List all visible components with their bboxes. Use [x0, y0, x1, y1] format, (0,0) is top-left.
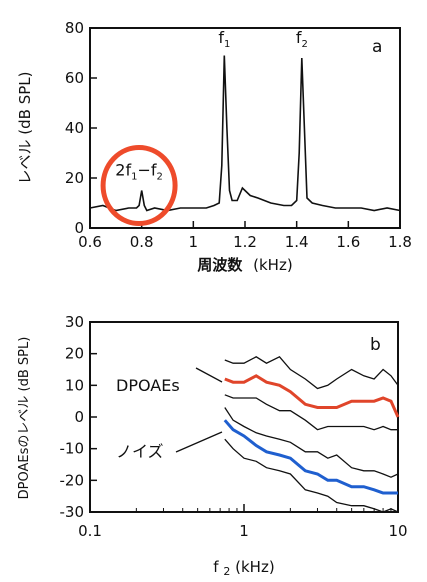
panel-b-y-axis-label: DPOAEsのレベル (dB SPL) — [17, 337, 32, 500]
panel-b-series — [223, 355, 400, 513]
panel-a-annotation-0: f1 — [218, 28, 230, 50]
panel-a: 0.6 0.8 1 1.2 1.4 1.6 1.8 0 20 40 60 80 f1 f2 2f1−f2… — [16, 19, 412, 274]
panel-a-x-tick-label: 0.6 — [78, 233, 102, 251]
panel-b-x-axis-label-main: f — [213, 558, 219, 576]
panel-b-series-line-4 — [224, 407, 399, 478]
panel-b-y-tick-label: 30 — [65, 313, 84, 331]
panel-a-y-ticks: 0 20 40 60 80 — [65, 19, 97, 237]
panel-a-annotations: f1 f2 2f1−f2 — [115, 28, 308, 183]
panel-b-x-ticks: 0.1 1 10 — [78, 504, 408, 540]
panel-a-x-axis-label-main: 周波数 — [197, 256, 243, 274]
panel-b-series-line-2 — [224, 394, 398, 431]
panel-b: 0.1 1 10 -30 -20 -10 0 10 20 30 b DPOAEsのレベル (dB… — [17, 313, 408, 579]
panel-b-series-line-5 — [224, 438, 399, 513]
panel-a-y-tick-label: 0 — [74, 219, 84, 237]
panel-b-y-tick-label: 10 — [65, 376, 84, 394]
panel-a-x-tick-label: 1.4 — [285, 233, 309, 251]
panel-a-frame — [89, 27, 401, 229]
panel-a-letter: a — [372, 37, 382, 57]
panel-b-y-tick-label: 0 — [74, 408, 84, 426]
panel-b-x-axis-label: f 2 (kHz) — [213, 558, 274, 579]
panel-b-x-tick-label: 10 — [388, 522, 407, 540]
panel-b-x-tick-label: 1 — [239, 522, 249, 540]
panel-b-x-axis-label-sub: 2 — [223, 565, 230, 578]
panel-b-noise-label: ノイズ — [116, 442, 164, 461]
panel-b-y-tick-label: 20 — [65, 345, 84, 363]
panel-b-series-line-1 — [224, 355, 399, 390]
panel-b-dpoaes-pointer — [195, 367, 223, 383]
panel-b-dpoaes-label: DPOAEs — [116, 376, 180, 395]
panel-a-spectrum-line — [89, 55, 401, 212]
panel-a-annotation-2: 2f1−f2 — [115, 161, 163, 183]
panel-a-x-tick-label: 1.2 — [233, 233, 257, 251]
panel-a-x-axis-label: 周波数 (kHz) — [197, 256, 292, 274]
panel-a-y-tick-label: 40 — [65, 119, 84, 137]
panel-b-series-line-0 — [224, 374, 400, 418]
panel-a-y-tick-label: 20 — [65, 169, 84, 187]
panel-a-x-tick-label: 1.6 — [336, 233, 360, 251]
panel-b-y-tick-label: -10 — [60, 440, 85, 458]
panel-a-y-axis-label: レベル (dB SPL) — [16, 72, 34, 185]
panel-a-x-tick-label: 1 — [189, 233, 199, 251]
panel-b-y-tick-label: -30 — [60, 503, 85, 521]
panel-b-x-tick-label: 0.1 — [78, 522, 102, 540]
panel-a-y-tick-label: 60 — [65, 69, 84, 87]
panel-a-x-tick-label: 1.8 — [388, 233, 412, 251]
panel-b-frame — [89, 321, 399, 513]
panel-a-y-tick-label: 80 — [65, 19, 84, 37]
panel-b-x-axis-label-unit: (kHz) — [235, 558, 275, 576]
panel-b-y-tick-label: -20 — [60, 471, 85, 489]
panel-a-highlight-circle — [100, 145, 178, 226]
panel-b-y-ticks: -30 -20 -10 0 10 20 30 — [60, 313, 97, 521]
panel-b-series-line-3 — [223, 419, 398, 495]
panel-a-annotation-1: f2 — [296, 28, 308, 50]
panel-a-x-ticks: 0.6 0.8 1 1.2 1.4 1.6 1.8 — [78, 221, 412, 251]
panel-b-noise-pointer — [175, 431, 223, 453]
panel-a-x-tick-label: 0.8 — [130, 233, 154, 251]
panel-a-x-axis-label-unit: (kHz) — [253, 256, 293, 274]
panel-b-letter: b — [370, 335, 381, 355]
